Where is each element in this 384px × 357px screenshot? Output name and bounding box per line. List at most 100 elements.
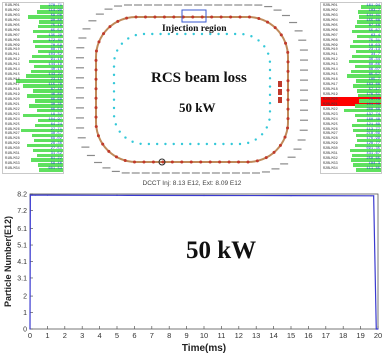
list-item: R1BLM27 38.57 <box>3 132 63 138</box>
detector-label <box>111 170 120 173</box>
loss-level-bar <box>37 25 63 29</box>
list-item: R1BLM31 31.52 <box>3 152 63 157</box>
list-item: R1BLM30 27.51 <box>3 147 63 152</box>
magnet-marker <box>97 40 101 44</box>
blm-name: R2BLM08 <box>323 38 338 43</box>
magnet-marker <box>94 58 98 62</box>
x-tick-label: 4 <box>98 331 102 340</box>
blm-name: R1BLM04 <box>5 18 20 23</box>
magnet-marker <box>237 160 241 164</box>
chart-power-label: 50 kW <box>186 237 257 264</box>
detector-label <box>76 117 84 119</box>
loss-level-bar <box>28 15 63 19</box>
loss-level-bar <box>354 104 381 108</box>
inner-ring-dot <box>127 37 130 40</box>
blm-value: 218.09 <box>366 132 380 137</box>
blm-name: R1BLM01 <box>5 4 20 8</box>
magnet-marker <box>272 150 276 154</box>
loss-level-bar <box>39 168 63 172</box>
inner-ring-dot <box>124 136 127 139</box>
magnet-marker <box>180 160 184 164</box>
list-item: R2BLM28 176.99 <box>321 137 381 143</box>
loss-level-bar <box>355 168 381 172</box>
list-item: R2BLM01 161.94 <box>321 4 381 9</box>
magnet-marker <box>94 106 98 110</box>
inner-ring-dot <box>112 73 116 77</box>
loss-level-bar <box>353 163 381 167</box>
magnet-marker <box>181 15 185 19</box>
detector-label <box>201 172 210 174</box>
y-tick-label: 7.2 <box>17 208 27 215</box>
inner-ring-dot <box>268 68 272 72</box>
blm-name: R1BLM22 <box>5 107 20 112</box>
loss-level-bar <box>358 94 381 98</box>
blm-name: R2BLM20 <box>323 97 338 102</box>
loss-level-bar <box>351 158 381 162</box>
magnet-marker <box>108 25 112 29</box>
magnet-marker <box>247 15 251 19</box>
blm-name: R1BLM33 <box>5 162 20 167</box>
blm-name: R1BLM14 <box>5 68 20 73</box>
blm-value: 23.15 <box>50 78 62 83</box>
detector-label <box>300 99 308 101</box>
blm-value: 59.06 <box>50 13 62 18</box>
blm-value: 19.32 <box>50 112 62 117</box>
blm-value: 85.57 <box>368 73 380 78</box>
blm-name: R2BLM09 <box>323 43 338 48</box>
blm-name: R2BLM05 <box>323 23 338 28</box>
blm-value: 135.29 <box>48 33 62 38</box>
blm-name: R2BLM12 <box>323 58 338 63</box>
blm-name: R1BLM05 <box>5 23 20 28</box>
loss-level-bar <box>40 5 63 9</box>
magnet-marker <box>101 142 105 146</box>
blm-value: 111.85 <box>366 167 380 172</box>
magnet-marker <box>284 41 288 45</box>
list-item: R2BLM21 101.58 <box>321 102 381 108</box>
magnet-marker <box>142 160 146 164</box>
blm-name: R2BLM06 <box>323 28 338 33</box>
blm-value: 18.63 <box>368 43 380 48</box>
magnet-marker <box>133 160 137 164</box>
list-item: R1BLM10 88.75 <box>3 48 63 54</box>
inner-ring-dot <box>263 45 266 48</box>
blm-value: 101.58 <box>366 102 380 107</box>
detector-label <box>81 146 90 148</box>
list-item: R1BLM16 23.15 <box>3 78 63 83</box>
detector-label <box>234 4 243 6</box>
detector-label <box>224 4 233 6</box>
detector-label <box>299 129 308 131</box>
magnet-marker <box>153 15 157 19</box>
blm-name: R2BLM25 <box>323 122 338 127</box>
blm-name: R2BLM07 <box>323 33 338 38</box>
magnet-marker <box>200 15 204 19</box>
blm-name: R1BLM10 <box>5 48 20 53</box>
list-item: R2BLM30 691.35 <box>321 147 381 152</box>
loss-level-bar <box>34 138 63 143</box>
loss-level-bar <box>354 25 381 29</box>
loss-level-bar <box>354 114 381 118</box>
detector-label <box>131 172 140 174</box>
blm-value: 57.17 <box>368 88 380 92</box>
blm-name: R2BLM04 <box>323 18 338 23</box>
magnet-marker <box>208 160 212 164</box>
loss-level-bar <box>359 15 381 19</box>
detector-label <box>300 79 308 81</box>
blm-name: R1BLM08 <box>5 38 20 43</box>
list-item: R1BLM03 59.06 <box>3 13 63 19</box>
blm-value: 103.7 <box>368 8 380 13</box>
blm-name: R1BLM11 <box>5 53 20 58</box>
loss-level-bar <box>353 128 381 133</box>
loss-level-bar <box>348 59 381 64</box>
inner-ring-dot <box>192 32 195 36</box>
x-tick-label: 9 <box>185 331 189 340</box>
detector-label <box>164 4 173 6</box>
loss-level-bar <box>357 20 381 24</box>
list-item: R2BLM10 23.13 <box>321 48 381 54</box>
blm-name: R2BLM13 <box>323 63 338 68</box>
blm-value: 88.86 <box>368 63 380 68</box>
detector-label <box>124 4 132 6</box>
blm-value: 87.48 <box>50 88 62 92</box>
loss-level-bar <box>33 39 63 44</box>
y-tick-label: 2 <box>23 294 27 301</box>
blm-name: R2BLM01 <box>323 4 338 8</box>
